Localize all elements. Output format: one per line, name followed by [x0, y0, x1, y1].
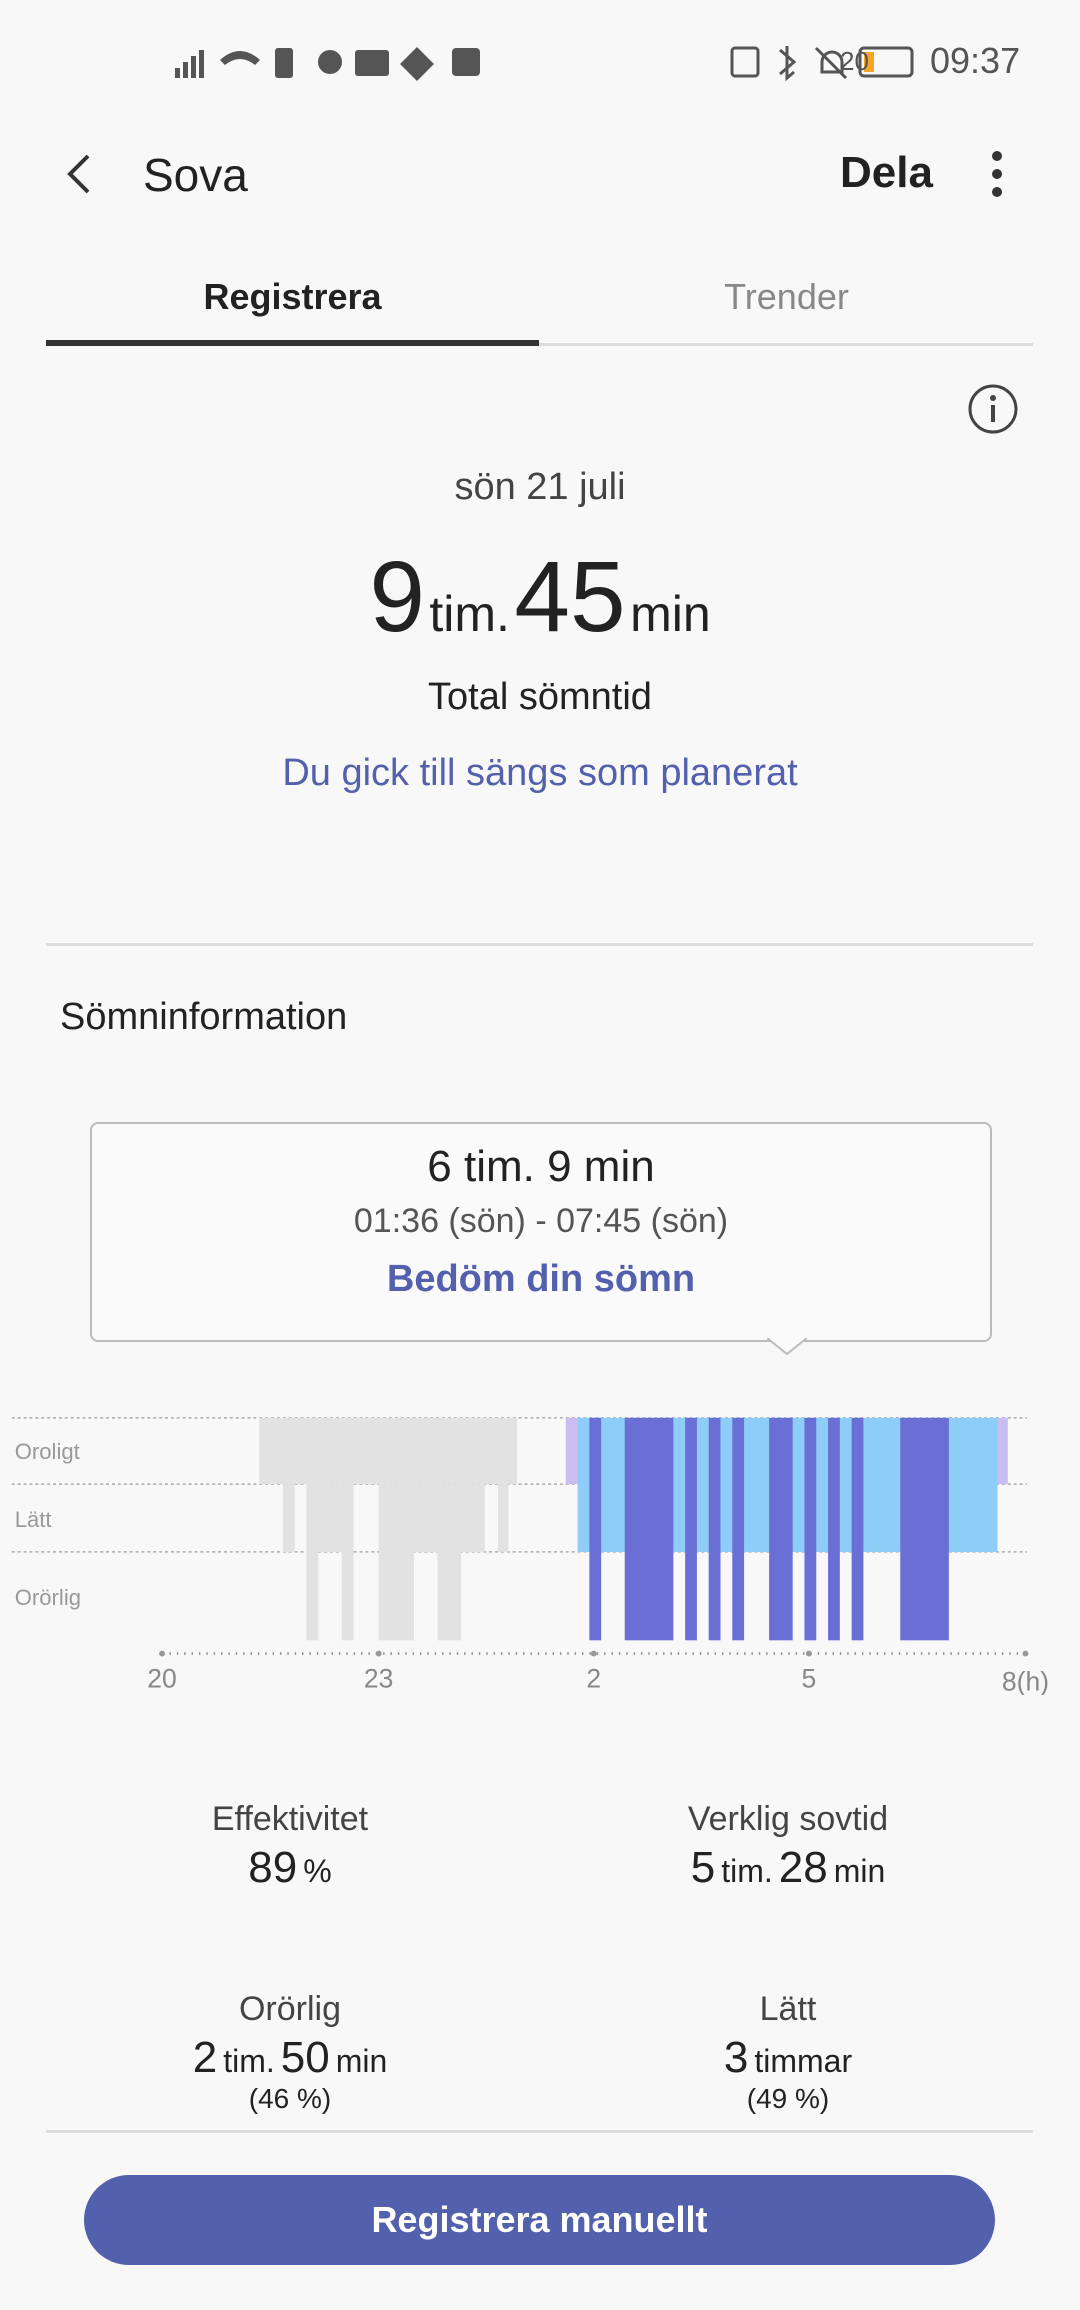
level-label: Lätt: [15, 1507, 52, 1532]
hours-unit: tim.: [429, 586, 510, 642]
stat-value: 5 tim. 28 min: [538, 1843, 1038, 1893]
stat-share: (49 %): [746, 2083, 830, 2114]
back-button[interactable]: [60, 150, 100, 200]
stat-label: Effektivitet: [211, 1800, 369, 1838]
hours: 9: [369, 541, 425, 653]
bedtime-note: Du gick till sängs som planerat: [282, 752, 798, 794]
status-icons-right: [730, 46, 914, 82]
stat-number: 50: [280, 2033, 330, 2082]
date: sön 21 juli: [454, 466, 626, 508]
tooltip-range: 01:36 (sön) - 07:45 (sön): [353, 1202, 729, 1240]
status-right-icons: [730, 42, 920, 82]
level-label: Orörlig: [15, 1585, 81, 1610]
time-label: 5: [802, 1663, 817, 1693]
section-title: Sömninformation: [60, 996, 348, 1038]
tab-indicator: [46, 340, 539, 346]
clock: 09:37: [930, 40, 1021, 81]
stat: Orörlig 2 tim. 50 min (46 %): [40, 1990, 540, 2115]
stat-label: Verklig sovtid: [687, 1800, 889, 1838]
stat-number: 3: [723, 2033, 749, 2082]
time-label: 20: [147, 1663, 177, 1693]
stat-label: Orörlig: [238, 1990, 342, 2028]
tooltip: [90, 1122, 992, 1342]
tab[interactable]: Trender: [724, 276, 849, 317]
stat-unit: min: [335, 2043, 388, 2079]
time-label: 23: [364, 1663, 394, 1693]
more-menu[interactable]: [985, 150, 1009, 200]
stat-number: 89: [248, 1843, 298, 1892]
level-label: Oroligt: [15, 1439, 80, 1464]
divider: [46, 943, 1033, 946]
page-title: Sova: [143, 149, 248, 201]
stat-value: 2 tim. 50 min: [40, 2033, 540, 2083]
stat-unit: tim.: [223, 2043, 275, 2079]
tooltip-pointer: [767, 1338, 807, 1356]
status-icons: [175, 42, 485, 82]
stat-label: Lätt: [759, 1990, 817, 2028]
stat: Lätt 3 timmar (49 %): [538, 1990, 1038, 2115]
stat-unit: min: [833, 1853, 886, 1889]
total-duration: 9 tim. 45 min: [0, 540, 1080, 655]
register-button[interactable]: Registrera manuellt: [84, 2175, 995, 2265]
stat-share: (46 %): [248, 2083, 332, 2114]
stat: Verklig sovtid 5 tim. 28 min: [538, 1800, 1038, 1893]
divider: [46, 2130, 1033, 2133]
total-label: Total sömntid: [428, 676, 652, 718]
stat-value: 89%: [40, 1843, 540, 1893]
stat-unit: timmar: [754, 2043, 853, 2079]
stat-number: 2: [192, 2033, 218, 2082]
stat-unit: %: [303, 1853, 332, 1889]
tooltip-duration: 6 tim. 9 min: [427, 1142, 655, 1191]
sleep-chart: Oroligt Lätt Orörlig 20 23 2 5 8(h): [11, 1417, 1049, 1695]
stat-number: 28: [778, 1843, 828, 1892]
stat: Effektivitet 89%: [40, 1800, 540, 1893]
minutes: 45: [514, 541, 626, 653]
status-icon-row: [175, 47, 480, 81]
time-label: 8(h): [1002, 1666, 1049, 1695]
tab-track: [46, 343, 1033, 346]
stat-number: 5: [690, 1843, 716, 1892]
share-button[interactable]: Dela: [840, 148, 933, 197]
stat-unit: tim.: [721, 1853, 773, 1889]
tab-active[interactable]: Registrera: [203, 276, 382, 317]
stat-value: 3 timmar: [538, 2033, 1038, 2083]
info-button[interactable]: [966, 382, 1020, 436]
minutes-unit: min: [630, 586, 711, 642]
time-label: 2: [586, 1663, 601, 1693]
rate-sleep-link[interactable]: Bedöm din sömn: [386, 1258, 696, 1300]
battery-level: 20: [840, 46, 869, 76]
